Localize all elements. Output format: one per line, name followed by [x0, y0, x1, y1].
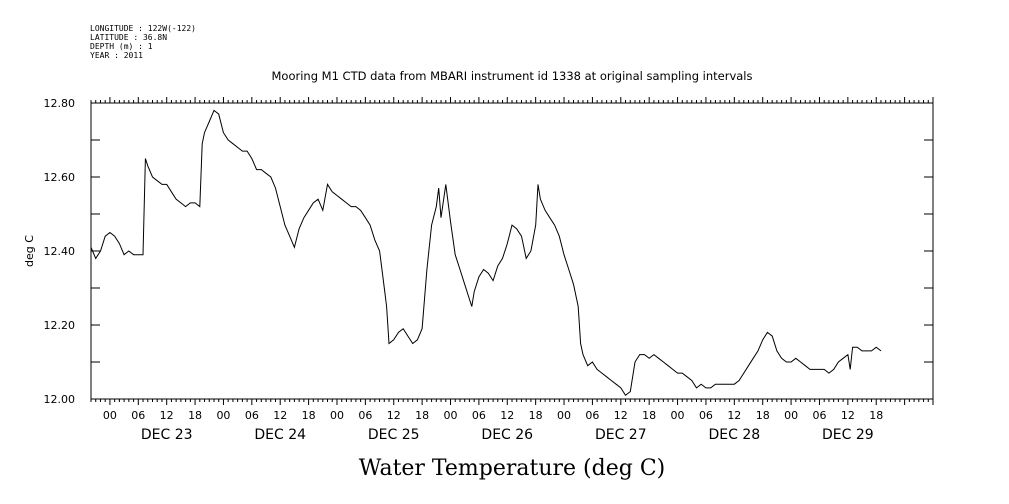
x-hour-label: 06: [131, 409, 145, 422]
x-day-label: DEC 24: [254, 427, 306, 443]
x-hour-label: 12: [387, 409, 401, 422]
latitude-label: LATITUDE : 36.8N: [90, 33, 167, 42]
x-day-label: DEC 26: [481, 427, 533, 443]
x-hour-label: 06: [245, 409, 259, 422]
y-tick-label: 12.60: [44, 171, 76, 184]
x-hour-label: 06: [812, 409, 826, 422]
y-tick-label: 12.00: [44, 393, 76, 406]
x-day-label: DEC 23: [141, 427, 193, 443]
x-hour-label: 06: [699, 409, 713, 422]
x-hour-label: 12: [273, 409, 287, 422]
x-hour-label: 18: [415, 409, 429, 422]
x-axis-label: Water Temperature (deg C): [359, 456, 666, 481]
x-hour-label: 06: [585, 409, 599, 422]
x-hour-label: 12: [841, 409, 855, 422]
x-hour-label: 12: [500, 409, 514, 422]
x-hour-label: 18: [302, 409, 316, 422]
x-hour-label: 00: [557, 409, 571, 422]
x-hour-label: 06: [358, 409, 372, 422]
x-hour-label: 18: [642, 409, 656, 422]
y-tick-label: 12.40: [44, 245, 76, 258]
x-hour-label: 18: [188, 409, 202, 422]
x-hour-label: 18: [756, 409, 770, 422]
year-label: YEAR : 2011: [90, 51, 143, 60]
series-group: [90, 109, 882, 397]
x-day-label: DEC 25: [368, 427, 420, 443]
x-axis: 00 06 12 18 00 06 12 18 00 06 12 18 00 06 12 18 00 06 12 18…: [90, 97, 934, 443]
x-day-label: DEC 28: [708, 427, 760, 443]
x-hour-label: 00: [671, 409, 685, 422]
y-tick-label: 12.20: [44, 319, 76, 332]
x-hour-label: 12: [614, 409, 628, 422]
x-hour-label: 12: [727, 409, 741, 422]
y-axis-label: deg C: [23, 235, 36, 267]
x-hour-label: 00: [216, 409, 230, 422]
y-tick-label: 12.80: [44, 97, 76, 110]
temperature-series-line: [90, 109, 882, 397]
x-hour-label: 00: [103, 409, 117, 422]
x-day-label: DEC 27: [595, 427, 647, 443]
x-hour-label: 00: [330, 409, 344, 422]
x-hour-label: 00: [784, 409, 798, 422]
x-hour-label: 12: [160, 409, 174, 422]
longitude-label: LONGITUDE : 122W(-122): [90, 24, 196, 33]
chart-title: Mooring M1 CTD data from MBARI instrumen…: [272, 69, 753, 83]
plot-frame: [90, 102, 934, 400]
depth-label: DEPTH (m) : 1: [90, 42, 153, 51]
x-hour-label: 18: [869, 409, 883, 422]
x-hour-label: 06: [472, 409, 486, 422]
y-axis: 12.00 12.20 12.40 12.60 12.80: [44, 97, 933, 406]
x-hour-label: 00: [444, 409, 458, 422]
x-hour-label: 18: [529, 409, 543, 422]
x-day-label: DEC 29: [822, 427, 874, 443]
